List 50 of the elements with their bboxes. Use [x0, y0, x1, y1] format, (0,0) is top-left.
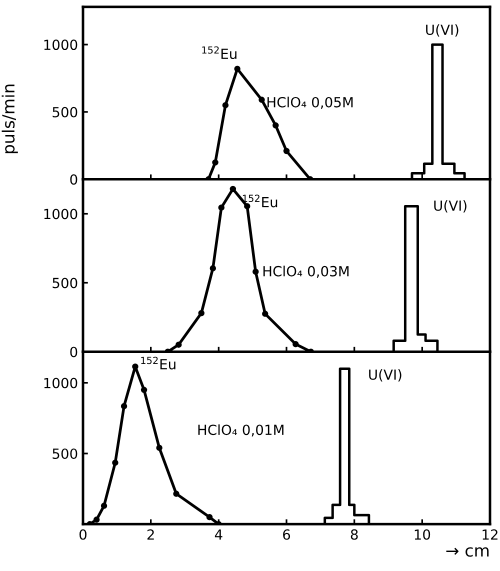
point: [176, 342, 182, 348]
point: [222, 102, 229, 108]
y-tick-label: 0: [70, 346, 78, 358]
annotation: HClO₄ 0,03M: [263, 266, 349, 278]
annotation: $^{152}$Eu: [202, 46, 236, 60]
y-axis-title: puls/min: [2, 84, 18, 154]
point: [112, 460, 118, 466]
x-axis-title: → cm: [446, 547, 489, 557]
point: [93, 516, 100, 523]
y-tick-label: 500: [52, 106, 78, 118]
annotation: $^{152}$Eu: [242, 194, 278, 208]
point: [262, 310, 268, 317]
y-tick-label: 0: [70, 174, 78, 185]
point: [252, 268, 259, 275]
point: [218, 204, 225, 211]
point: [283, 148, 290, 154]
annotation: HClO₄ 0,01M: [198, 424, 284, 437]
point: [173, 490, 180, 497]
annotation: U(VI): [434, 200, 466, 213]
point: [258, 96, 265, 103]
y-tick-label: 500: [52, 278, 78, 288]
point: [156, 444, 162, 451]
x-tick-label: 0: [79, 529, 86, 540]
annotation: $^{152}$Eu: [141, 356, 176, 370]
point: [210, 265, 216, 272]
annotation: HClO₄ 0,05M: [268, 96, 353, 109]
point: [120, 403, 128, 410]
point: [132, 363, 138, 370]
y-tick-label: 1000: [44, 208, 78, 220]
x-tick-label: 12: [482, 529, 498, 540]
point: [212, 159, 218, 166]
x-tick-label: 8: [350, 529, 358, 540]
point: [272, 122, 279, 129]
point: [198, 310, 204, 316]
x-tick-label: 2: [147, 529, 154, 540]
point: [100, 502, 108, 509]
point: [244, 203, 250, 210]
y-tick-label: 1000: [44, 40, 78, 50]
point: [140, 386, 148, 394]
x-tick-label: 6: [283, 529, 290, 540]
annotation: U(VI): [369, 369, 402, 382]
point: [206, 514, 213, 520]
annotation: U(VI): [426, 24, 458, 37]
y-tick-label: 500: [52, 448, 78, 459]
x-tick-label: 10: [414, 529, 430, 540]
x-tick-label: 4: [214, 529, 222, 540]
point: [292, 341, 299, 348]
y-tick-label: 1000: [44, 378, 78, 388]
point: [230, 186, 236, 192]
point: [234, 66, 240, 72]
